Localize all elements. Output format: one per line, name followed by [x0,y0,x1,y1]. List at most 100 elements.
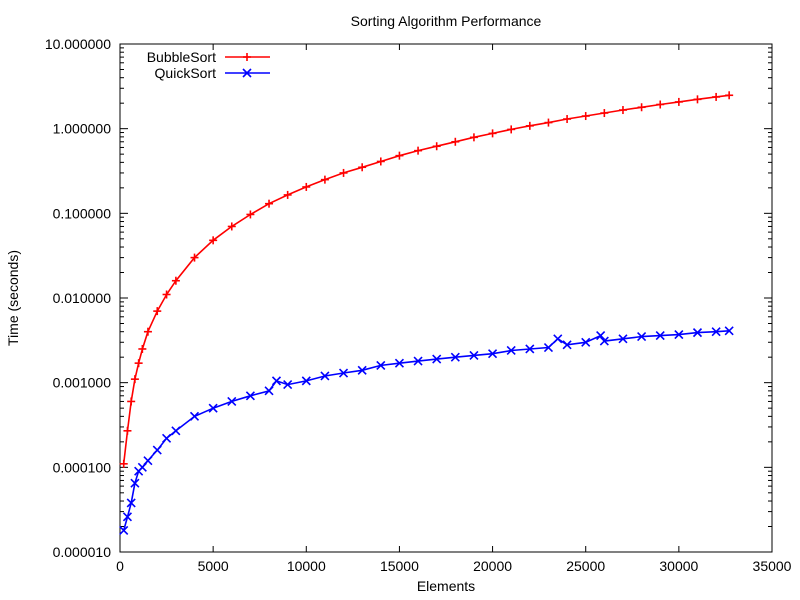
data-point [581,337,591,347]
data-point [339,168,348,177]
series-line [122,330,730,531]
data-point [119,525,129,535]
y-tick-label: 0.100000 [53,205,112,221]
series-line [122,94,730,464]
chart-title: Sorting Algorithm Performance [351,13,542,29]
plot-area-frame [119,43,773,553]
legend-label: QuickSort [155,65,217,81]
y-tick-label: 10.000000 [45,36,111,52]
data-point [596,331,606,341]
x-tick-label: 30000 [659,558,698,574]
x-tick-label: 25000 [566,558,605,574]
legend-marker [242,68,252,78]
y-axis-title: Time (seconds) [5,250,21,346]
x-tick-label: 20000 [473,558,512,574]
data-point [712,92,721,101]
data-point [692,328,703,338]
data-point [599,336,609,346]
data-point [271,376,282,386]
data-point [320,175,329,184]
data-point [395,151,404,160]
data-point [581,112,590,121]
data-point [358,163,367,172]
data-point [469,133,478,142]
x-axis-ticks: 0 5000 10000 15000 20000 25000 30000 35000 [116,44,792,574]
data-point [544,118,553,127]
data-point [562,340,572,350]
data-point [209,236,218,245]
data-point [153,307,162,316]
data-point [189,411,200,421]
data-point [126,498,136,508]
data-point [637,332,647,342]
data-point [693,95,702,104]
data-point [553,334,563,344]
data-point [283,190,292,199]
data-point [394,358,404,368]
data-point [208,403,218,413]
y-tick-label: 0.000100 [53,459,112,475]
data-point [488,129,497,138]
data-point [432,354,442,364]
data-point [488,349,498,359]
data-point [171,276,180,285]
data-point [376,157,385,166]
data-point [469,350,479,360]
data-point [302,182,311,191]
data-point [655,331,665,341]
legend-marker [243,53,251,61]
data-point [246,210,255,219]
data-point [525,121,534,130]
data-point [414,146,423,155]
data-point [450,352,460,362]
data-point [245,391,255,401]
data-point [143,456,153,466]
data-point [674,97,683,106]
series-bubblesort [119,91,734,468]
data-point [600,109,609,118]
x-tick-label: 10000 [287,558,326,574]
data-point [127,397,136,406]
data-point [162,290,171,299]
series-quicksort [119,326,734,535]
data-point [265,199,274,208]
data-point [227,396,237,407]
data-point [320,371,330,381]
x-tick-label: 15000 [380,558,419,574]
data-point [674,329,684,340]
data-point [376,360,386,370]
data-point [525,344,535,354]
data-point [301,376,311,386]
data-point [618,106,627,115]
data-point [711,327,721,337]
x-tick-label: 0 [116,558,124,574]
data-point [413,356,423,366]
data-point [138,344,147,353]
y-tick-label: 0.010000 [53,290,112,306]
data-point [152,445,162,455]
data-point [507,125,516,134]
data-point [656,100,665,109]
y-tick-label: 1.000000 [53,121,112,137]
x-axis-title: Elements [417,578,475,594]
data-point [123,426,132,435]
y-tick-label: 0.000010 [53,544,112,560]
legend-label: BubbleSort [147,49,216,65]
data-point [338,368,349,378]
data-point [283,379,293,390]
data-point [130,478,140,488]
data-point [451,137,460,146]
data-point [264,386,274,396]
y-axis-ticks: 0.000010 0.000100 0.001000 0.010000 0.100000… [45,36,772,560]
data-point [171,426,181,436]
data-point [618,334,628,344]
data-point [432,142,441,151]
data-point [724,326,734,336]
data-point [543,342,554,353]
data-point [357,365,367,375]
data-point [122,512,133,522]
data-point [563,115,572,124]
data-point [725,91,734,100]
